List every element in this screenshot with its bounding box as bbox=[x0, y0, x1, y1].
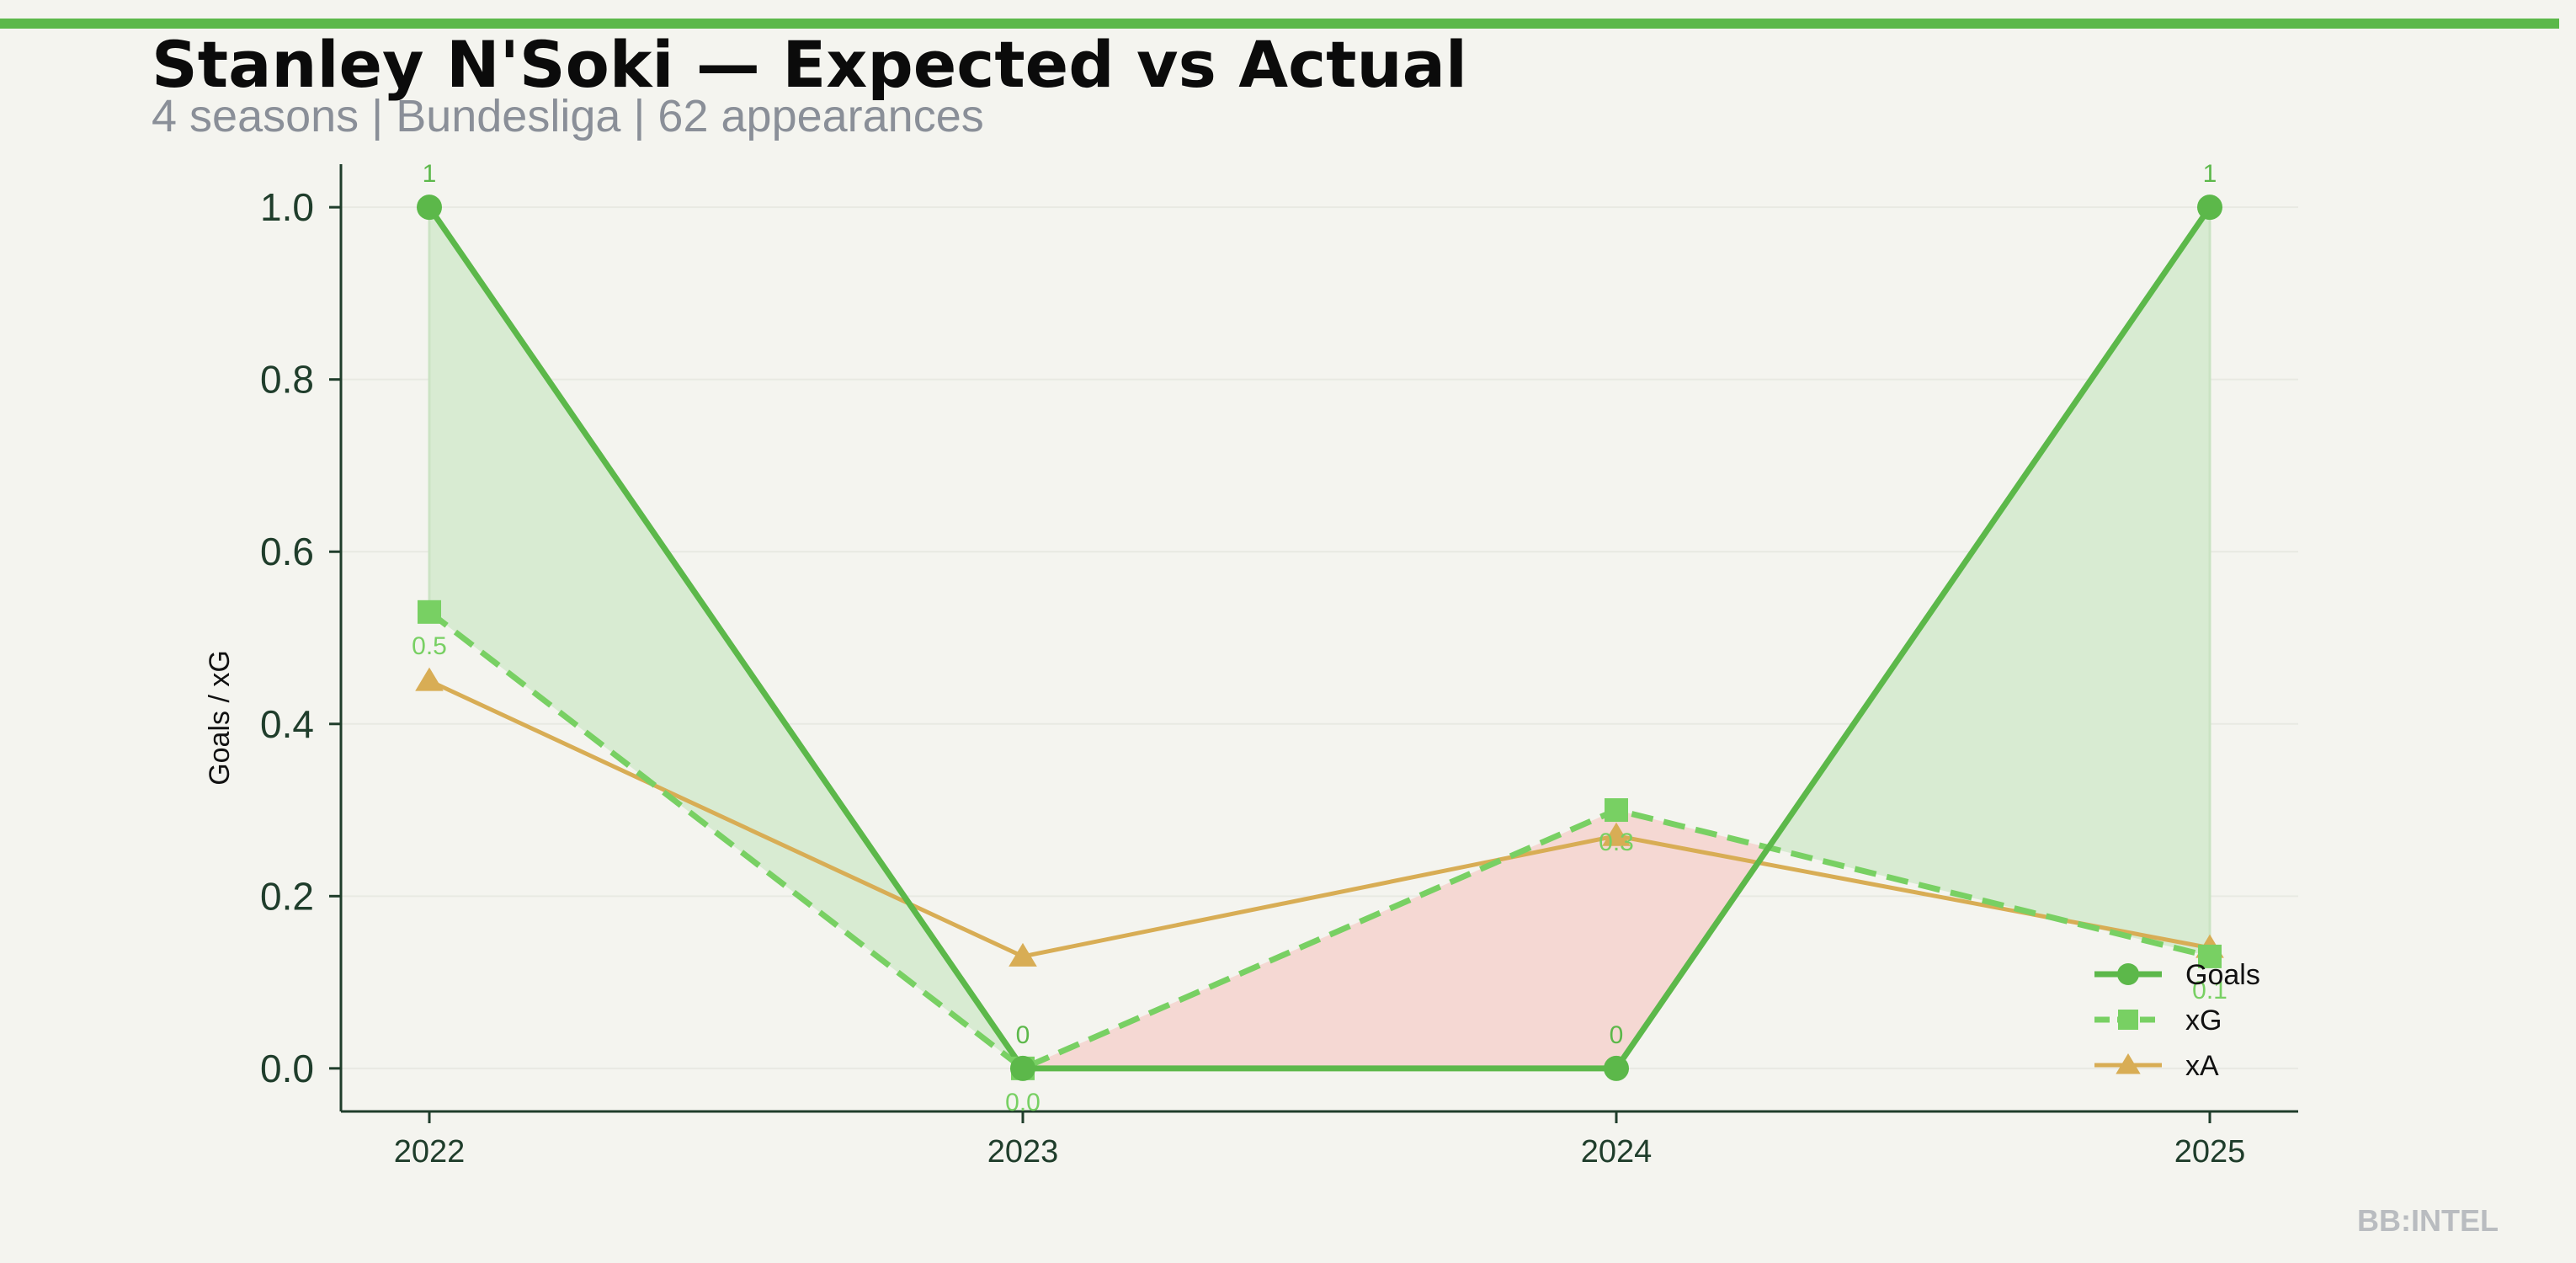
chart-title: Stanley N'Soki — Expected vs Actual bbox=[152, 27, 1467, 102]
legend-label: xG bbox=[2185, 1005, 2222, 1037]
xa-marker bbox=[415, 667, 444, 691]
x-tick-label: 2024 bbox=[1581, 1134, 1653, 1170]
goals-data-label: 1 bbox=[2203, 160, 2217, 188]
legend-label: Goals bbox=[2185, 959, 2260, 991]
y-axis-label: Goals / xG bbox=[204, 650, 236, 786]
fill-region bbox=[1768, 207, 2210, 957]
xg-marker bbox=[418, 600, 441, 624]
xg-data-label: 0.5 bbox=[412, 632, 447, 660]
fill-region bbox=[1616, 810, 1769, 1068]
goals-marker bbox=[1604, 1055, 1629, 1081]
goals-marker bbox=[1010, 1055, 1035, 1081]
xg-marker bbox=[2198, 944, 2222, 968]
y-tick-label: 0.0 bbox=[260, 1047, 314, 1090]
series-line-xg bbox=[427, 610, 2211, 1072]
legend-marker bbox=[2117, 963, 2139, 985]
y-tick-label: 0.2 bbox=[260, 874, 314, 918]
accent-bar bbox=[0, 19, 2559, 29]
legend-marker bbox=[2116, 1053, 2141, 1074]
xg-marker bbox=[1605, 798, 1628, 823]
goals-marker bbox=[417, 195, 442, 221]
legend-label: xA bbox=[2185, 1050, 2219, 1082]
xg-data-label: 0.0 bbox=[1005, 1089, 1041, 1116]
xg-data-label: 0.3 bbox=[1599, 829, 1634, 856]
x-tick-label: 2022 bbox=[394, 1134, 466, 1170]
x-tick-label: 2025 bbox=[2174, 1134, 2246, 1170]
y-tick-label: 0.6 bbox=[260, 530, 314, 573]
xa-marker bbox=[1009, 942, 1037, 967]
y-tick-label: 1.0 bbox=[260, 185, 314, 229]
legend: Goals xG xA bbox=[2094, 959, 2260, 1082]
legend-marker bbox=[2118, 1010, 2138, 1030]
xg-data-label: 0.1 bbox=[2192, 977, 2227, 1005]
series-line-xa bbox=[428, 679, 2211, 959]
goals-data-label: 0 bbox=[1610, 1021, 1624, 1049]
plot-area: 0.0 0.2 0.4 0.6 0.8 1.0 2022 2023 2024 2025 Goals … bbox=[204, 160, 2298, 1170]
y-tick-label: 0.4 bbox=[260, 702, 314, 746]
watermark: BB:INTEL bbox=[2357, 1203, 2499, 1238]
xa-marker bbox=[1602, 822, 1631, 846]
chart-subtitle: 4 seasons | Bundesliga | 62 appearances bbox=[152, 91, 984, 141]
goals-data-label: 0 bbox=[1016, 1021, 1030, 1049]
goals-data-label: 1 bbox=[423, 160, 437, 188]
goals-marker bbox=[2197, 195, 2222, 221]
series-line-goals bbox=[427, 205, 2212, 1072]
y-tick-label: 0.8 bbox=[260, 358, 314, 402]
x-tick-label: 2023 bbox=[987, 1134, 1059, 1170]
